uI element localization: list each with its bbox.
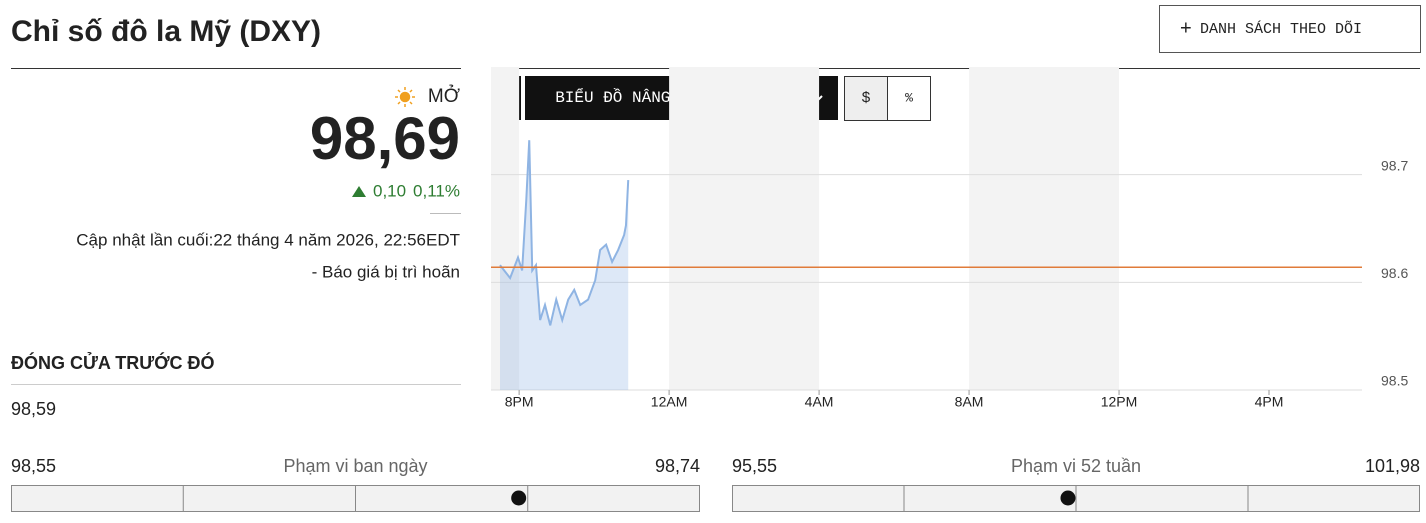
up-arrow <box>352 186 366 197</box>
area <box>499 140 629 390</box>
range-label: Phạm vi ban ngày <box>283 456 427 476</box>
x-tick-label: 12PM <box>1101 394 1138 410</box>
page-title: Chỉ số đô la Mỹ (DXY) <box>11 15 321 48</box>
plot: 98.5 98.6 98.7 8PM 12AM 4AM 8AM 12PM 4PM <box>491 67 1408 410</box>
y-tick-label: 98.7 <box>1381 157 1408 173</box>
y-tick-label: 98.5 <box>1381 373 1408 389</box>
watchlist-button[interactable] <box>1159 5 1421 53</box>
change-percent: 0,11% <box>413 181 460 200</box>
line <box>499 140 630 326</box>
market-status: MỞ <box>428 85 460 107</box>
range-high: 101,98 <box>1365 456 1420 476</box>
percent-label[interactable]: % <box>905 90 913 105</box>
range-low: 95,55 <box>732 456 777 476</box>
prev-close-label: ĐÓNG CỬA TRƯỚC ĐÓ <box>11 352 215 373</box>
x-tick-label: 12AM <box>651 394 688 410</box>
x-tick-label: 8PM <box>505 394 534 410</box>
watchlist-label[interactable]: DANH SÁCH THEO DÕI <box>1200 20 1362 38</box>
currency-label[interactable]: $ <box>861 90 870 107</box>
percent-toggle[interactable] <box>887 76 931 121</box>
ranges: 98,55 Phạm vi ban ngày 98,74 95,55 Phạm vi 5… <box>11 456 1420 512</box>
session-band <box>969 67 1120 390</box>
session-band <box>669 67 820 390</box>
session-band <box>491 67 520 390</box>
sun-icon <box>395 87 415 107</box>
range-marker <box>1060 490 1076 506</box>
prev-close-value: 98,59 <box>11 399 56 419</box>
x-tick-label: 4PM <box>1255 394 1284 410</box>
last-updated: Cập nhật lần cuối:22 tháng 4 năm 2026, 2… <box>76 230 460 249</box>
x-tick-label: 8AM <box>955 394 984 410</box>
range-high: 98,74 <box>655 456 700 476</box>
range-label: Phạm vi 52 tuần <box>1011 456 1141 476</box>
x-tick-label: 4AM <box>805 394 834 410</box>
y-tick-label: 98.6 <box>1381 265 1408 281</box>
delay-note: - Báo giá bị trì hoãn <box>312 262 460 281</box>
range-marker <box>511 490 527 506</box>
price: 98,69 <box>310 105 460 172</box>
plus-icon: + <box>1180 17 1192 39</box>
change: 0,10 <box>373 181 406 200</box>
range-low: 98,55 <box>11 456 56 476</box>
